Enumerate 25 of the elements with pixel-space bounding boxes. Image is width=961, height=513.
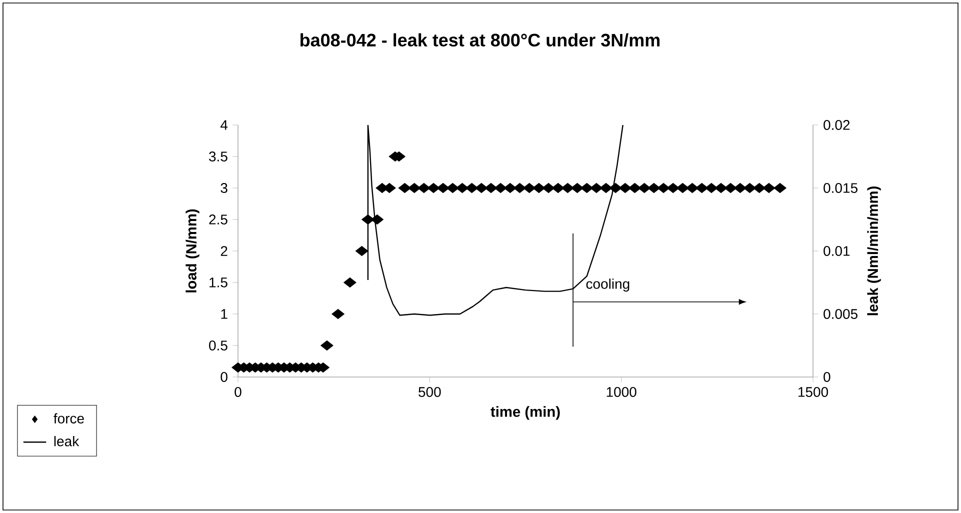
y-tick-label: 1 [221, 309, 228, 319]
y-tick-label: 3.5 [209, 152, 228, 162]
ref-line-label: cooling [586, 278, 630, 292]
y-tick-label: 2 [220, 246, 228, 256]
legend-label: force [54, 413, 84, 424]
y2-axis-title: leak (Nml/min/mm) [867, 186, 881, 316]
y-tick-label: 1.5 [210, 278, 228, 288]
x-tick-label: 1500 [798, 387, 828, 397]
x-tick-label: 1000 [606, 387, 636, 397]
y-axis-title: load (N/mm) [186, 209, 200, 292]
y-tick-label: 0.5 [209, 340, 228, 350]
y-tick-label: 0 [220, 372, 228, 382]
x-tick-label: 500 [418, 387, 441, 397]
y2-tick-label: 0.02 [824, 120, 850, 130]
chart-title: ba08-042 - leak test at 800°C under 3N/mm [300, 33, 660, 47]
y-tick-label: 4 [220, 120, 228, 130]
y2-tick-label: 0 [824, 372, 830, 382]
legend-label: leak [54, 436, 80, 446]
y2-tick-label: 0.005 [824, 309, 858, 319]
y2-tick-label: 0.01 [824, 246, 850, 256]
y2-tick-label: 0.015 [824, 183, 858, 193]
x-tick-label: 0 [234, 387, 242, 397]
y-tick-label: 3 [220, 183, 228, 193]
x-axis-title: time (min) [490, 406, 560, 420]
y-tick-label: 2.5 [209, 214, 228, 224]
